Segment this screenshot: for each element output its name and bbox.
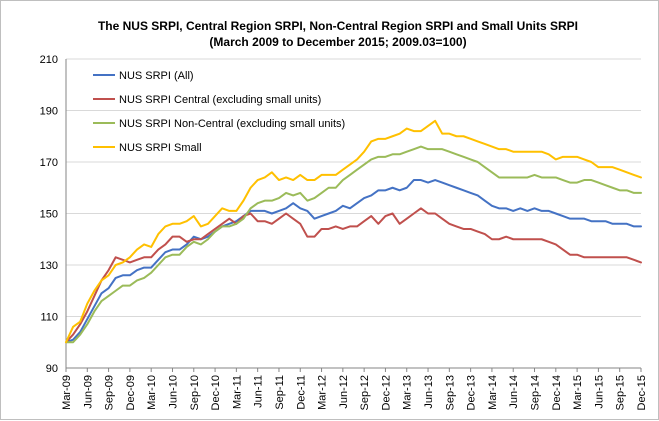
x-tick-label: Sep-15 [615,375,627,410]
chart-subtitle: (March 2009 to December 2015; 2009.03=10… [209,35,466,49]
y-tick-label: 210 [40,54,58,66]
x-tick-label: Jun-10 [167,375,179,409]
x-tick-label: Sep-13 [444,375,456,410]
y-tick-label: 170 [40,157,58,169]
y-axis-ticks: 90 110 130 150 170 190 210 [40,54,58,375]
y-tick-label: 190 [40,106,58,118]
x-tick-label: Mar-09 [61,375,73,410]
x-tick-label: Dec-15 [636,375,648,410]
grid-lines [65,58,641,369]
x-tick-label: Mar-15 [572,375,584,410]
legend: NUS SRPI (All) NUS SRPI Central (excludin… [93,70,345,154]
x-tick-label: Jun-14 [508,375,520,409]
x-tick-label: Jun-15 [593,375,605,409]
series-line-nus-srpi-all [65,179,642,344]
y-tick-label: 110 [40,312,58,324]
x-tick-label: Mar-11 [231,375,243,409]
y-tick-label: 130 [40,260,58,272]
x-tick-label: Dec-10 [210,375,222,410]
x-tick-label: Dec-13 [466,375,478,410]
series-line-nus-srpi-small [65,119,642,344]
x-tick-label: Jun-13 [423,375,435,409]
x-tick-label: Jun-09 [82,375,94,409]
legend-label: NUS SRPI (All) [119,70,194,82]
chart-title: The NUS SRPI, Central Region SRPI, Non-C… [98,19,578,33]
x-tick-label: Dec-11 [295,375,307,410]
y-tick-label: 90 [46,363,58,375]
legend-label: NUS SRPI Small [119,142,202,154]
series-line-nus-srpi-central-excluding-small-units [65,207,642,344]
legend-label: NUS SRPI Non-Central (excluding small un… [119,118,345,130]
x-tick-label: Sep-11 [274,375,286,410]
x-tick-label: Jun-12 [338,375,350,409]
x-tick-label: Dec-12 [380,375,392,410]
x-tick-label: Mar-13 [402,375,414,410]
x-tick-label: Sep-12 [359,375,371,410]
series-line-nus-srpi-non-central-excluding-small-units [65,145,642,344]
x-tick-label: Dec-14 [551,375,563,410]
x-axis-ticks: Mar-09 Jun-09 Sep-09 Dec-09 Mar-10 Jun-10 Sep-… [61,368,648,410]
x-tick-label: Sep-14 [530,375,542,410]
x-tick-label: Mar-12 [317,375,329,410]
y-tick-label: 150 [40,209,58,221]
x-tick-label: Sep-10 [189,375,201,410]
legend-label: NUS SRPI Central (excluding small units) [119,94,321,106]
x-tick-label: Jun-11 [253,375,265,408]
x-tick-label: Mar-14 [487,375,499,410]
x-tick-label: Dec-09 [125,375,137,410]
x-tick-label: Sep-09 [104,375,116,410]
x-tick-label: Mar-10 [146,375,158,410]
series-lines [65,119,642,344]
